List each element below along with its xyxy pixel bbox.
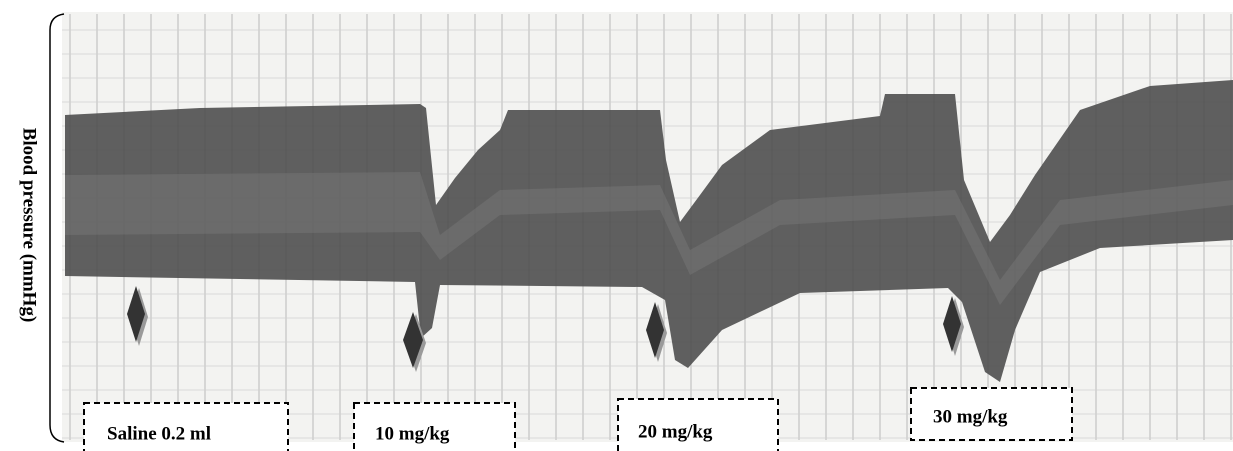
annotation-label: Saline 0.2 ml xyxy=(107,423,211,444)
annotation-label: 30 mg/kg xyxy=(933,406,1008,427)
page: Saline 0.2 ml 10 mg/kg 20 mg/kg 30 mg/kg… xyxy=(0,0,1233,451)
annotation-label: 20 mg/kg xyxy=(638,421,713,442)
y-axis-label: Blood pressure (mmHg) xyxy=(19,128,40,323)
recording-figure: Saline 0.2 ml 10 mg/kg 20 mg/kg 30 mg/kg… xyxy=(0,0,1233,451)
annotation-label: 10 mg/kg xyxy=(375,423,450,444)
axis-bracket xyxy=(50,14,64,442)
